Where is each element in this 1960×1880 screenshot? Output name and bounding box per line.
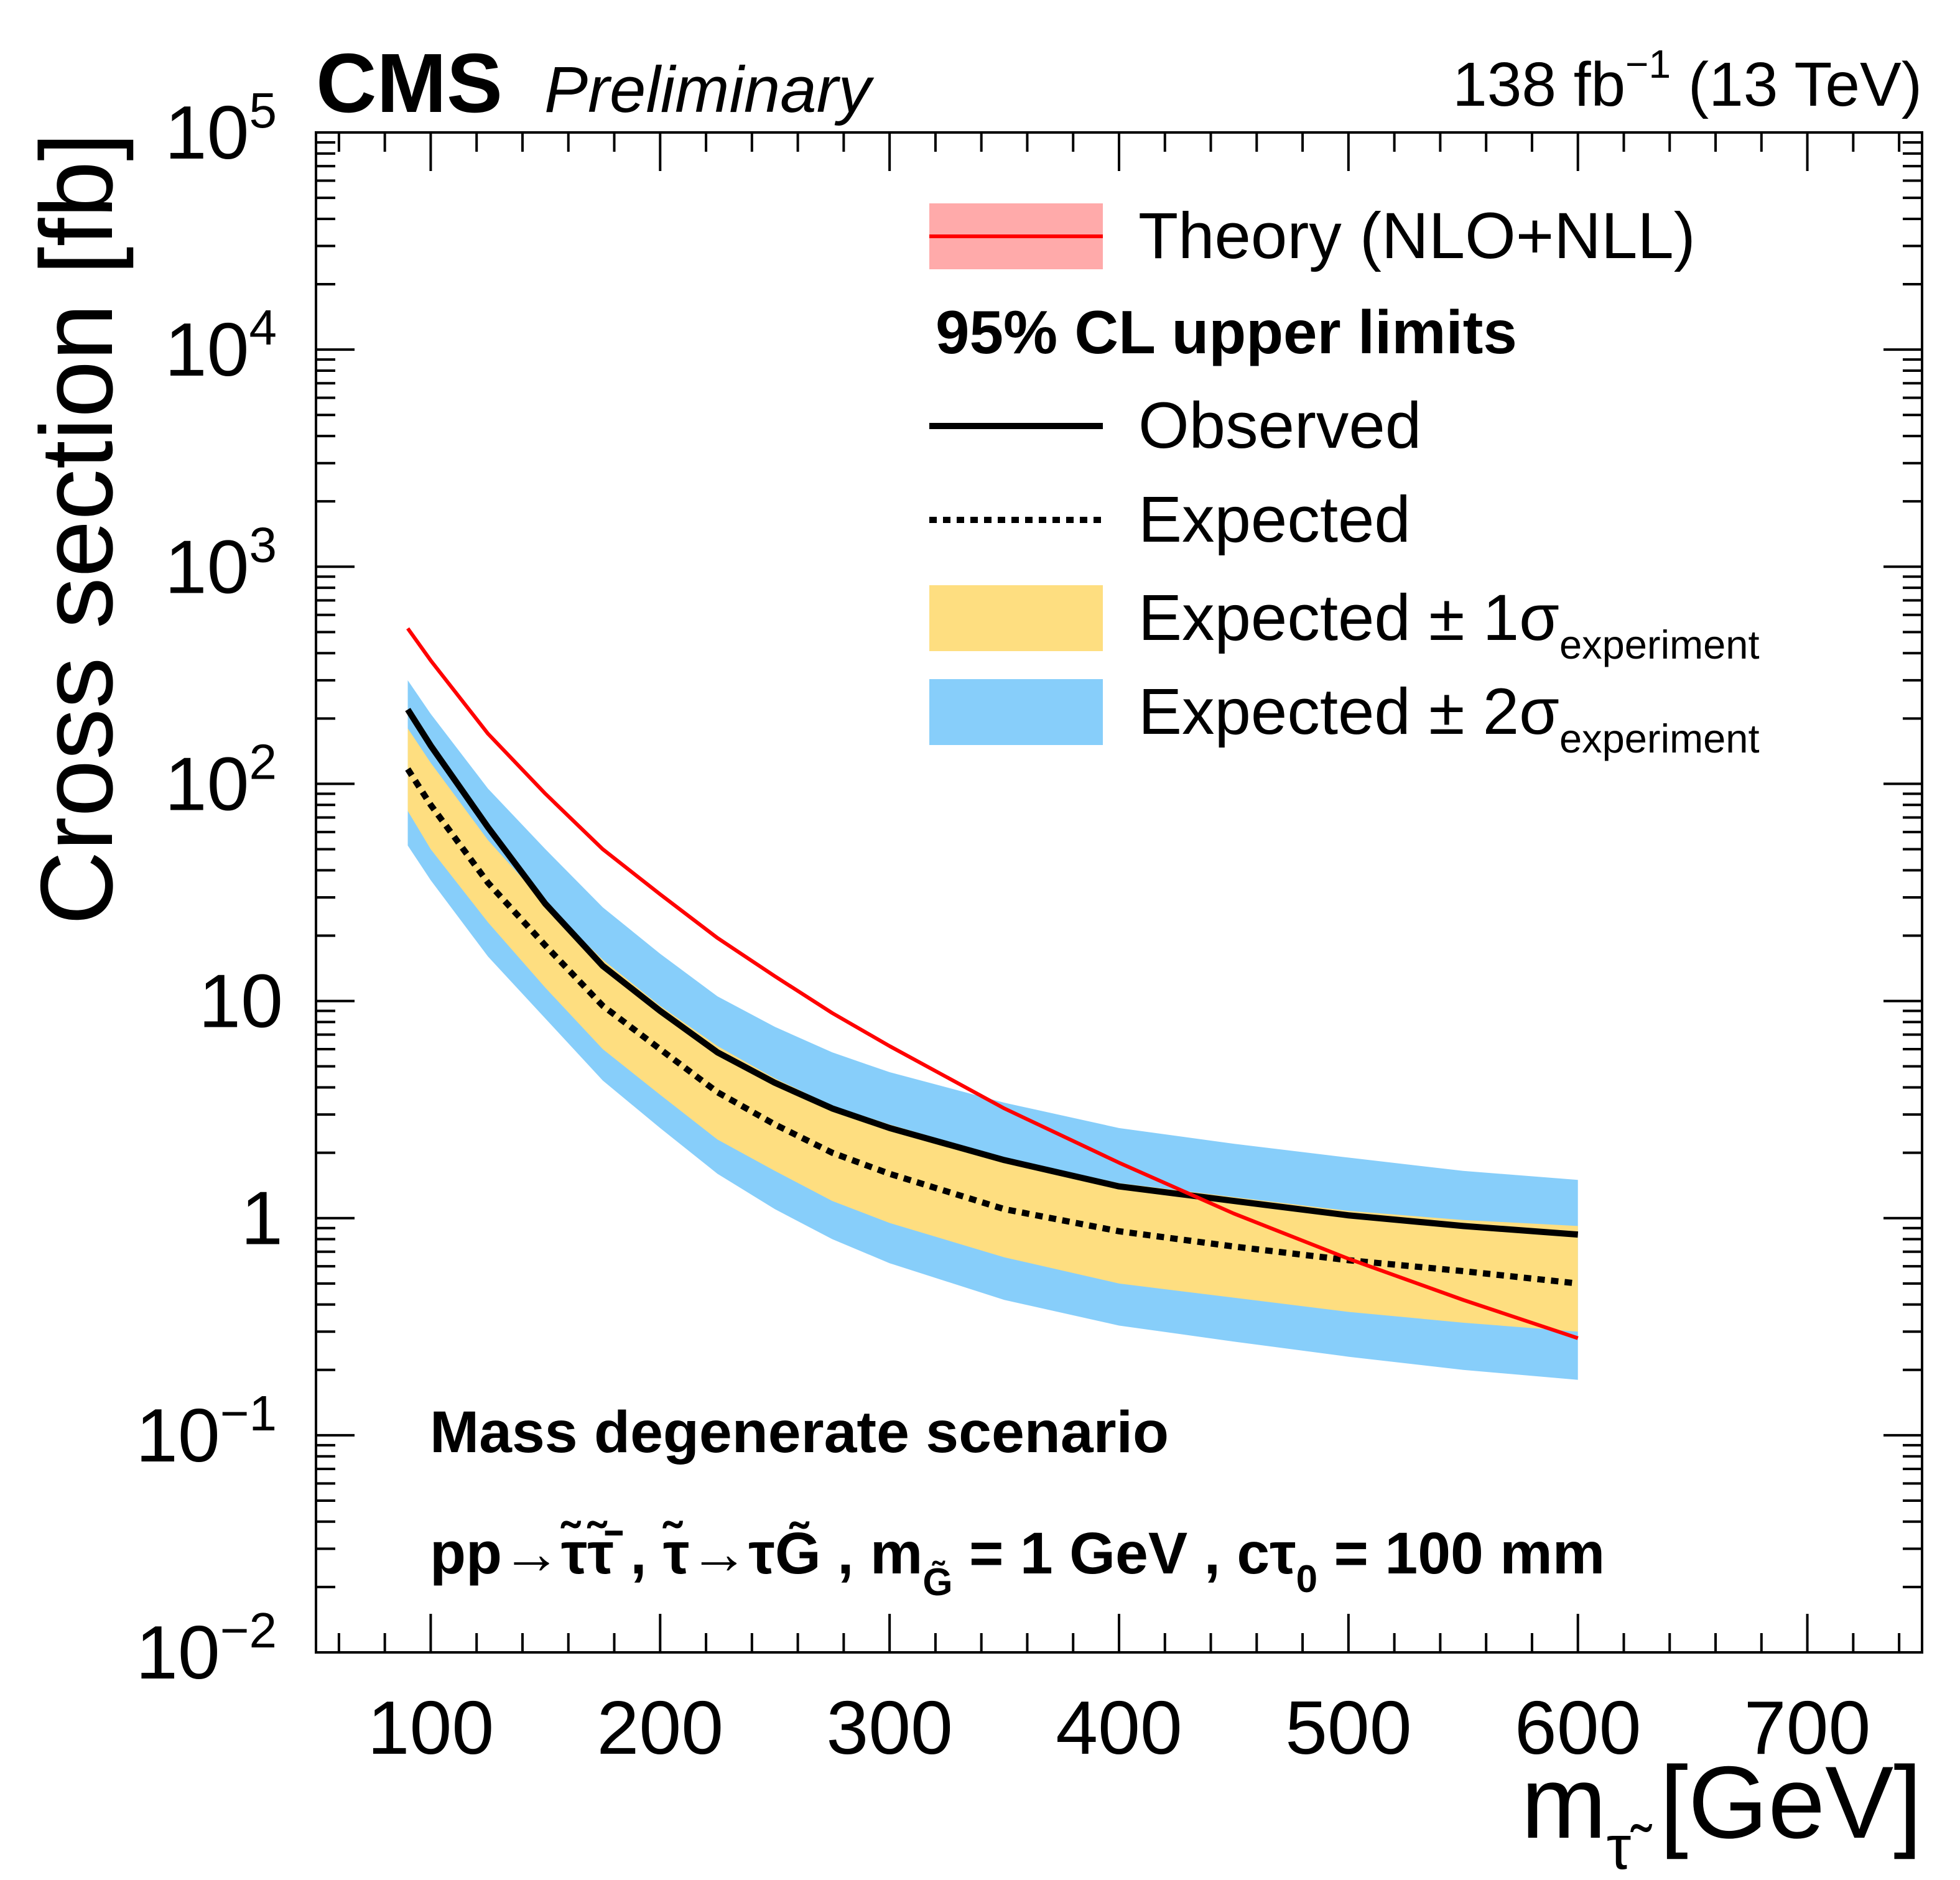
legend-2sigma-swatch <box>929 679 1103 745</box>
y-tick-base: 10 <box>165 307 249 392</box>
y-tick-base: 10 <box>165 741 249 826</box>
y-tick-base: 10 <box>165 524 249 609</box>
y-tick-label: 1 <box>241 1176 283 1261</box>
cms-label: CMS <box>316 36 503 130</box>
y-tick-label: 10 <box>198 959 283 1044</box>
lines-layer <box>405 627 1579 1340</box>
process-label: pp→τ̃τ̃̄ , τ̃→τG̃ , mG̃ = 1 GeV , cτ0 = … <box>430 1520 1605 1604</box>
legend-1sigma-sub: experiment <box>1559 622 1760 667</box>
y-tick-base: 10 <box>136 1610 220 1695</box>
x-tick-label: 100 <box>368 1685 495 1770</box>
lumi-exp: −1 <box>1625 42 1671 86</box>
y-tick-exp: 4 <box>249 300 277 355</box>
y-tick-base: 10 <box>136 1393 220 1478</box>
legend-2sigma-label: Expected ± 2σexperiment <box>1138 675 1760 761</box>
expected-line <box>405 767 1579 1287</box>
observed-line <box>405 708 1579 1238</box>
legend-header: 95% CL upper limits <box>936 298 1517 366</box>
x-tick-label: 300 <box>826 1685 953 1770</box>
energy-label: (13 TeV) <box>1671 50 1922 119</box>
theory-line <box>406 627 1579 1340</box>
y-tick-exp: −2 <box>220 1603 277 1658</box>
legend-expected-label: Expected <box>1138 483 1411 556</box>
x-tick-label: 700 <box>1744 1685 1871 1770</box>
y-tick-exp: 3 <box>249 517 277 572</box>
legend-observed-label: Observed <box>1138 389 1421 462</box>
x-axis-title-unit: [GeV] <box>1631 1745 1922 1859</box>
legend-2sigma-name: Expected ± 2σ <box>1138 675 1559 748</box>
y-tick-label: 10−1 <box>136 1386 277 1478</box>
y-tick-label: 102 <box>165 734 277 826</box>
legend-1sigma-swatch <box>929 585 1103 651</box>
process-part-a: pp→τ̃τ̃̄ , τ̃→τG̃ , m <box>430 1520 922 1586</box>
y-tick-base: 1 <box>241 1176 283 1261</box>
y-tick-exp: 5 <box>249 83 277 138</box>
lumi-value: 138 fb <box>1452 50 1625 119</box>
y-tick-label: 104 <box>165 300 277 392</box>
y-tick-label: 103 <box>165 517 277 609</box>
plot-frame <box>315 131 1923 1654</box>
scenario-label: Mass degenerate scenario <box>430 1399 1169 1465</box>
x-tick-label: 400 <box>1056 1685 1182 1770</box>
y-tick-exp: −1 <box>220 1386 277 1441</box>
process-part-b: = 1 GeV , cτ <box>953 1521 1296 1586</box>
x-tick-label: 200 <box>597 1685 724 1770</box>
x-tick-label: 600 <box>1515 1685 1642 1770</box>
process-part-c: = 100 mm <box>1317 1521 1605 1586</box>
legend-1sigma-label: Expected ± 1σexperiment <box>1138 581 1760 667</box>
process-sub-zero: 0 <box>1296 1558 1317 1601</box>
y-tick-base: 10 <box>165 90 249 175</box>
x-axis-title-main: m <box>1521 1745 1606 1859</box>
x-axis-title: mτ̃ [GeV] <box>1521 1745 1922 1880</box>
y-tick-base: 10 <box>198 959 283 1044</box>
x-tick-label: 500 <box>1285 1685 1412 1770</box>
legend-2sigma-sub: experiment <box>1559 716 1760 761</box>
y-tick-exp: 2 <box>249 734 277 789</box>
y-axis-title: Cross section [fb] <box>19 132 134 925</box>
ticks-layer: 100 200 300 400 500 600 70010510410310210110−1… <box>136 83 1922 1770</box>
legend-theory-label: Theory (NLO+NLL) <box>1138 200 1696 272</box>
bands-layer <box>407 680 1578 1380</box>
y-tick-label: 105 <box>165 83 277 175</box>
lumi-label: 138 fb−1 (13 TeV) <box>1452 42 1922 119</box>
legend-1sigma-name: Expected ± 1σ <box>1138 581 1559 654</box>
y-tick-label: 10−2 <box>136 1603 277 1695</box>
legend: Theory (NLO+NLL) 95% CL upper limits Obs… <box>929 200 1760 761</box>
process-sub-gravitino: G̃ <box>922 1561 952 1604</box>
preliminary-label: Preliminary <box>544 53 875 126</box>
